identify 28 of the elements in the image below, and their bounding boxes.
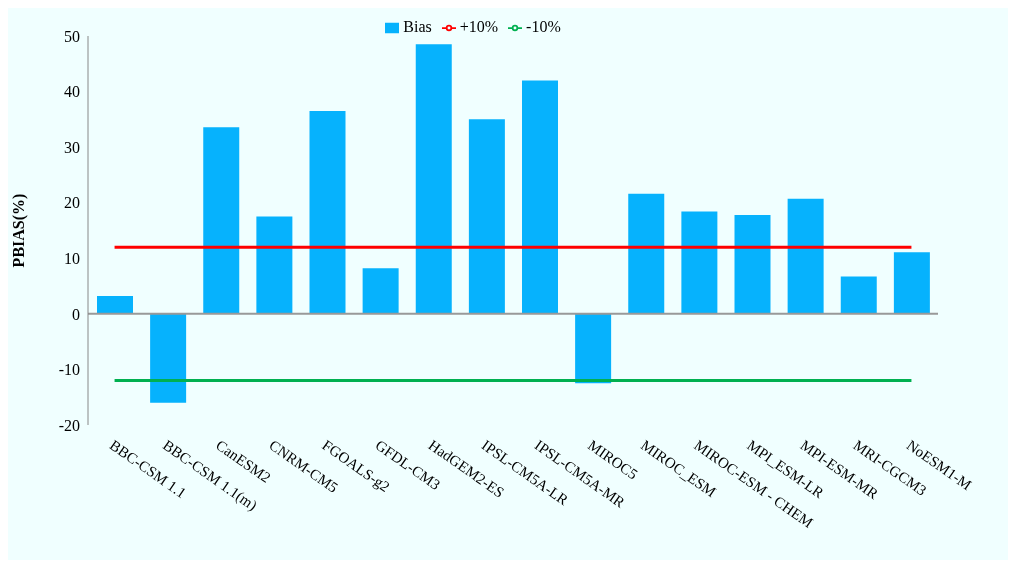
y-tick-label: -10 — [58, 361, 80, 379]
bar — [628, 193, 665, 314]
y-tick-label: 10 — [64, 249, 80, 267]
bar — [97, 296, 133, 314]
y-tick-label: 40 — [64, 83, 80, 101]
bar — [415, 44, 452, 314]
bar — [681, 211, 718, 314]
y-tick-label: 30 — [64, 138, 80, 156]
bar — [734, 214, 771, 314]
bar — [840, 276, 877, 314]
legend-label: +10% — [459, 18, 499, 35]
legend-label: -10% — [526, 18, 561, 35]
y-tick-label: 20 — [64, 194, 80, 212]
bar — [256, 216, 293, 314]
y-tick-label: -20 — [58, 416, 80, 434]
bar — [787, 198, 824, 314]
bar — [150, 313, 187, 403]
bar — [309, 111, 346, 314]
bar — [362, 268, 399, 314]
legend-label: Bias — [403, 18, 432, 35]
bar — [575, 313, 612, 384]
bar — [203, 127, 240, 314]
bar — [468, 119, 505, 314]
y-tick-label: 50 — [64, 27, 80, 45]
y-axis-title: PBIAS(%) — [9, 193, 28, 268]
bar — [522, 80, 558, 314]
bar — [893, 252, 930, 314]
y-tick-label: 0 — [72, 305, 80, 323]
